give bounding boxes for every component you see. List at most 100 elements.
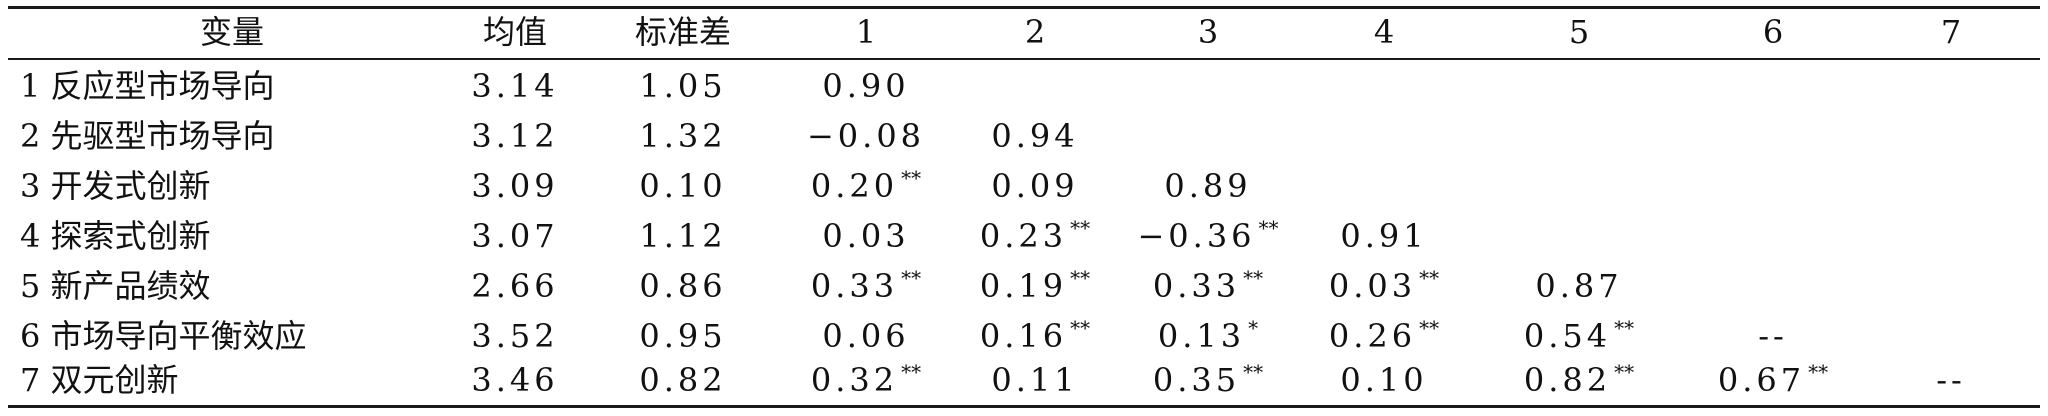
header-col-7: 7 xyxy=(1940,13,1962,51)
correlation-value: -- xyxy=(1758,317,1788,355)
correlation-cell: 0.54 ** xyxy=(1524,312,1634,360)
correlation-cell: 0.20 ** xyxy=(811,162,921,210)
correlation-value: 0.11 xyxy=(991,361,1079,399)
significance-marker: ** xyxy=(901,266,922,290)
row-mean: 3.12 xyxy=(471,117,559,155)
significance-marker: ** xyxy=(1808,360,1829,384)
row-mean: 3.52 xyxy=(471,317,559,355)
correlation-value: 0.19 xyxy=(979,267,1068,305)
correlation-cell: 0.33 ** xyxy=(1153,262,1263,310)
correlation-value: 0.87 xyxy=(1535,267,1623,305)
correlation-cell: 0.90 xyxy=(822,62,909,110)
row-mean: 3.46 xyxy=(471,361,559,399)
significance-marker: ** xyxy=(1258,216,1279,240)
header-col-4: 4 xyxy=(1373,13,1395,51)
significance-marker: ** xyxy=(1070,266,1091,290)
correlation-value: 0.94 xyxy=(991,117,1079,155)
header-variable: 变量 xyxy=(199,13,265,51)
significance-marker: * xyxy=(1248,316,1259,340)
significance-marker: ** xyxy=(1243,360,1264,384)
correlation-value: 0.32 xyxy=(810,361,899,399)
significance-marker: ** xyxy=(1614,316,1635,340)
correlation-cell: 0.33 ** xyxy=(811,262,921,310)
significance-marker: ** xyxy=(1419,316,1440,340)
correlation-value: 0.33 xyxy=(1152,267,1241,305)
correlation-cell: 0.13 * xyxy=(1158,312,1258,360)
row-sd: 0.95 xyxy=(639,317,727,355)
correlation-value: 0.20 xyxy=(810,167,899,205)
correlation-cell: 0.10 xyxy=(1340,356,1427,404)
top-rule xyxy=(8,6,2040,9)
significance-marker: ** xyxy=(1070,316,1091,340)
correlation-cell: 0.03 xyxy=(822,212,909,260)
correlation-value: 0.26 xyxy=(1328,317,1417,355)
correlation-value: 0.13 xyxy=(1157,317,1246,355)
row-variable-label: 3 开发式创新 xyxy=(20,167,211,205)
row-sd: 0.86 xyxy=(639,267,727,305)
row-mean: 3.07 xyxy=(471,217,559,255)
correlation-value: 0.23 xyxy=(979,217,1068,255)
correlation-value: −0.08 xyxy=(806,117,926,155)
correlation-cell: 0.16 ** xyxy=(980,312,1090,360)
significance-marker: ** xyxy=(901,166,922,190)
row-variable-label: 5 新产品绩效 xyxy=(20,267,211,305)
correlation-cell: 0.67 ** xyxy=(1718,356,1828,404)
correlation-cell: 0.09 xyxy=(991,162,1078,210)
correlation-value: 0.03 xyxy=(1328,267,1417,305)
correlation-cell: −0.08 xyxy=(807,112,925,160)
header-col-5: 5 xyxy=(1568,13,1590,51)
correlation-cell: 0.35 ** xyxy=(1153,356,1263,404)
header-mean: 均值 xyxy=(482,13,548,51)
row-sd: 0.10 xyxy=(639,167,727,205)
correlation-value: 0.89 xyxy=(1164,167,1252,205)
row-variable-label: 6 市场导向平衡效应 xyxy=(20,317,307,355)
correlation-value: 0.03 xyxy=(822,217,910,255)
row-sd: 1.32 xyxy=(639,117,727,155)
correlation-value: 0.16 xyxy=(979,317,1068,355)
header-sd: 标准差 xyxy=(634,13,732,51)
correlation-cell: 0.19 ** xyxy=(980,262,1090,310)
correlation-value: 0.82 xyxy=(1523,361,1612,399)
bottom-rule xyxy=(8,405,2040,408)
correlation-cell: -- xyxy=(1936,356,1966,404)
row-variable-label: 7 双元创新 xyxy=(20,361,179,399)
correlation-value: 0.10 xyxy=(1340,361,1428,399)
row-variable-label: 4 探索式创新 xyxy=(20,217,211,255)
correlation-cell: 0.82 ** xyxy=(1524,356,1634,404)
row-sd: 1.12 xyxy=(639,217,727,255)
row-variable-label: 1 反应型市场导向 xyxy=(20,67,275,105)
correlation-value: 0.33 xyxy=(810,267,899,305)
correlation-value: 0.35 xyxy=(1152,361,1241,399)
header-col-6: 6 xyxy=(1762,13,1784,51)
significance-marker: ** xyxy=(1070,216,1091,240)
correlation-cell: 0.91 xyxy=(1340,212,1427,260)
correlation-value: -- xyxy=(1936,361,1966,399)
header-rule xyxy=(8,58,2040,60)
correlation-cell: 0.11 xyxy=(991,356,1078,404)
correlation-value: 0.09 xyxy=(991,167,1079,205)
correlation-cell: 0.26 ** xyxy=(1329,312,1439,360)
row-mean: 3.14 xyxy=(471,67,559,105)
row-sd: 1.05 xyxy=(639,67,727,105)
row-sd: 0.82 xyxy=(639,361,727,399)
significance-marker: ** xyxy=(1614,360,1635,384)
correlation-cell: 0.94 xyxy=(991,112,1078,160)
correlation-value: 0.54 xyxy=(1523,317,1612,355)
correlation-value: −0.36 xyxy=(1137,217,1256,255)
correlation-cell: 0.06 xyxy=(822,312,909,360)
header-col-3: 3 xyxy=(1197,13,1219,51)
correlation-cell: 0.03 ** xyxy=(1329,262,1439,310)
header-col-2: 2 xyxy=(1024,13,1046,51)
correlation-cell: −0.36 ** xyxy=(1137,212,1278,260)
correlation-value: 0.06 xyxy=(822,317,910,355)
correlation-cell: 0.87 xyxy=(1535,262,1622,310)
correlation-value: 0.67 xyxy=(1717,361,1806,399)
row-mean: 3.09 xyxy=(471,167,559,205)
correlation-cell: -- xyxy=(1758,312,1788,360)
significance-marker: ** xyxy=(1243,266,1264,290)
header-col-1: 1 xyxy=(855,13,877,51)
significance-marker: ** xyxy=(1419,266,1440,290)
correlation-value: 0.91 xyxy=(1340,217,1428,255)
correlation-cell: 0.32 ** xyxy=(811,356,921,404)
correlation-value: 0.90 xyxy=(822,67,910,105)
